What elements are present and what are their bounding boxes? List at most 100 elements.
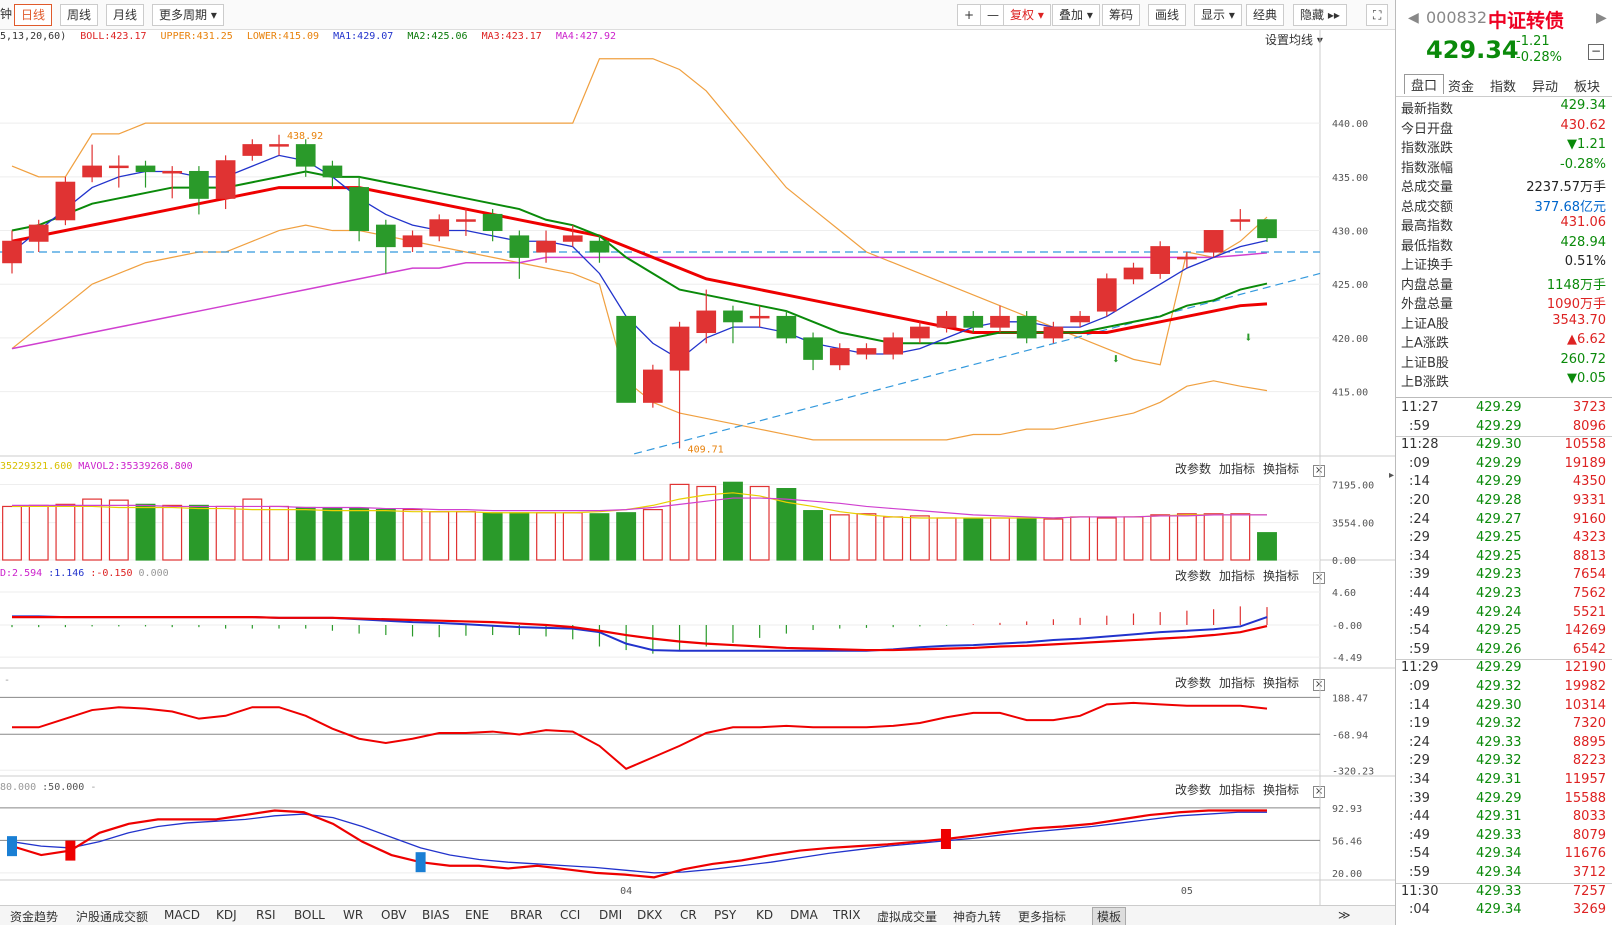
- display-dropdown[interactable]: 显示 ▾: [1194, 4, 1242, 26]
- daily-period-button[interactable]: 日线: [14, 4, 53, 26]
- quote-tab-4[interactable]: 板块: [1574, 80, 1601, 95]
- indicator-tab-1[interactable]: 沪股通成交额: [76, 910, 149, 924]
- candle-body: [910, 326, 930, 339]
- hide-button[interactable]: 隐藏 ▸▸: [1293, 4, 1347, 26]
- x-axis-label: 05: [1181, 886, 1193, 897]
- quote-tab-0[interactable]: 盘口: [1404, 74, 1445, 94]
- candle-body: [456, 219, 476, 222]
- indicator-tab-8[interactable]: BIAS: [422, 908, 450, 922]
- zoom-in-button[interactable]: +: [957, 4, 982, 26]
- weekly-period-button[interactable]: 周线: [60, 4, 99, 26]
- trade-volume: 7257: [1572, 883, 1606, 899]
- collapse-icon[interactable]: −: [1588, 44, 1604, 60]
- quote-tab-3[interactable]: 异动: [1532, 80, 1559, 95]
- trade-volume: 8223: [1572, 753, 1606, 769]
- add-indicator-button[interactable]: 加指标: [1219, 569, 1256, 583]
- indicator-tab-9[interactable]: ENE: [465, 908, 490, 922]
- quote-stat-value: ▲6.62: [1567, 332, 1606, 347]
- stats-divider: [1396, 397, 1612, 398]
- fullscreen-icon[interactable]: ⛶: [1366, 4, 1389, 26]
- volume-bar: [909, 515, 930, 561]
- low-annotation: 409.71: [688, 444, 724, 455]
- chips-button[interactable]: 筹码: [1102, 4, 1141, 26]
- indicator-tab-5[interactable]: BOLL: [294, 908, 325, 922]
- trade-volume: 9331: [1572, 493, 1606, 508]
- close-icon[interactable]: ×: [1313, 786, 1326, 798]
- volume-bar: [803, 510, 824, 561]
- params-button[interactable]: 改参数: [1175, 783, 1212, 797]
- setup-ma-dropdown[interactable]: 设置均线 ▾: [1265, 33, 1323, 47]
- indicator-tab-14[interactable]: CR: [680, 908, 697, 922]
- candle-body: [402, 235, 423, 248]
- candle-body: [189, 170, 209, 199]
- indicator-tab-3[interactable]: KDJ: [216, 908, 237, 922]
- quote-tab-1[interactable]: 资金: [1448, 80, 1475, 95]
- volume-bar: [589, 513, 610, 561]
- overlay-dropdown[interactable]: 叠加 ▾: [1052, 4, 1100, 26]
- monthly-period-button[interactable]: 月线: [106, 4, 145, 26]
- quote-stat-row: 最高指数 431.06: [1401, 215, 1606, 234]
- prev-arrow-icon[interactable]: ◀: [1408, 10, 1419, 26]
- trade-time: :34: [1409, 548, 1430, 564]
- indicator-tab-17[interactable]: DMA: [790, 908, 818, 922]
- close-icon[interactable]: ×: [1313, 465, 1326, 477]
- params-button[interactable]: 改参数: [1175, 462, 1212, 476]
- params-button[interactable]: 改参数: [1175, 569, 1212, 583]
- kline-chart[interactable]: 438.92 409.71 ⬇ ⬇ 440.00 435.00 430.00 425.00 4…: [0, 0, 1395, 905]
- add-indicator-button[interactable]: 加指标: [1219, 462, 1256, 476]
- more-period-dropdown[interactable]: 更多周期 ▾: [152, 4, 224, 26]
- switch-indicator-button[interactable]: 换指标: [1263, 569, 1300, 583]
- quote-tab-2[interactable]: 指数: [1490, 80, 1517, 95]
- cci-tick-label: -320.23: [1332, 766, 1374, 777]
- next-arrow-icon[interactable]: ▶: [1596, 10, 1607, 26]
- cci-tick-label: 188.47: [1332, 693, 1368, 704]
- switch-indicator-button[interactable]: 换指标: [1263, 462, 1300, 476]
- trade-price: 429.33: [1476, 827, 1522, 843]
- indicator-tab-7[interactable]: OBV: [381, 908, 407, 922]
- add-indicator-button[interactable]: 加指标: [1219, 676, 1256, 690]
- indicator-tab-10[interactable]: BRAR: [510, 908, 543, 922]
- volume-bar: [669, 483, 690, 561]
- ma4-line: [11, 252, 1268, 350]
- indicator-tab-20[interactable]: 神奇九转: [953, 910, 1002, 924]
- indicator-tab-19[interactable]: 虚拟成交量: [877, 910, 938, 924]
- indicator-tab-16[interactable]: KD: [756, 908, 774, 922]
- trade-volume: 7562: [1572, 586, 1606, 601]
- indicator-tab-2[interactable]: MACD: [164, 908, 200, 922]
- switch-indicator-button[interactable]: 换指标: [1263, 676, 1300, 690]
- indicator-tab-18[interactable]: TRIX: [833, 908, 861, 922]
- indicator-tab-4[interactable]: RSI: [256, 908, 276, 922]
- indicator-tab-6[interactable]: WR: [343, 908, 364, 922]
- cci-line: [12, 701, 1268, 770]
- volume-bar: [936, 517, 957, 561]
- close-icon[interactable]: ×: [1313, 572, 1326, 584]
- switch-indicator-button[interactable]: 换指标: [1263, 783, 1300, 797]
- trade-row: :59 429.29 8096: [1401, 419, 1606, 437]
- quote-stat-row: 最新指数 429.34: [1401, 98, 1606, 117]
- candle-body: [856, 348, 877, 355]
- candle-body: [295, 144, 316, 167]
- params-button[interactable]: 改参数: [1175, 676, 1212, 690]
- indicator-tab-13[interactable]: DKX: [637, 908, 663, 922]
- indicator-tab-22[interactable]: 模板: [1092, 907, 1127, 925]
- trade-row: :04 429.34 3269: [1401, 902, 1606, 920]
- indicator-tab-12[interactable]: DMI: [599, 908, 623, 922]
- trade-time: :24: [1409, 734, 1430, 750]
- scroll-right-icon[interactable]: ≫: [1338, 908, 1351, 922]
- splitter-handle-icon[interactable]: ▸: [1389, 470, 1395, 481]
- indicator-tab-0[interactable]: 资金趋势: [10, 910, 59, 924]
- period-partial-button[interactable]: 钟: [0, 7, 13, 21]
- indicator-tab-21[interactable]: 更多指标: [1018, 910, 1067, 924]
- close-icon[interactable]: ×: [1313, 679, 1326, 691]
- zoom-out-button[interactable]: —: [980, 4, 1006, 26]
- index-change-pct: -0.28%: [1516, 50, 1562, 65]
- indicator-tab-15[interactable]: PSY: [714, 908, 737, 922]
- adjust-dropdown[interactable]: 复权 ▾: [1003, 4, 1051, 26]
- trade-price: 429.31: [1476, 772, 1522, 787]
- volume-bar: [215, 505, 236, 561]
- trade-price: 429.28: [1476, 493, 1522, 508]
- add-indicator-button[interactable]: 加指标: [1219, 783, 1256, 797]
- classic-button[interactable]: 经典: [1246, 4, 1285, 26]
- draw-line-button[interactable]: 画线: [1148, 4, 1187, 26]
- indicator-tab-11[interactable]: CCI: [560, 908, 581, 922]
